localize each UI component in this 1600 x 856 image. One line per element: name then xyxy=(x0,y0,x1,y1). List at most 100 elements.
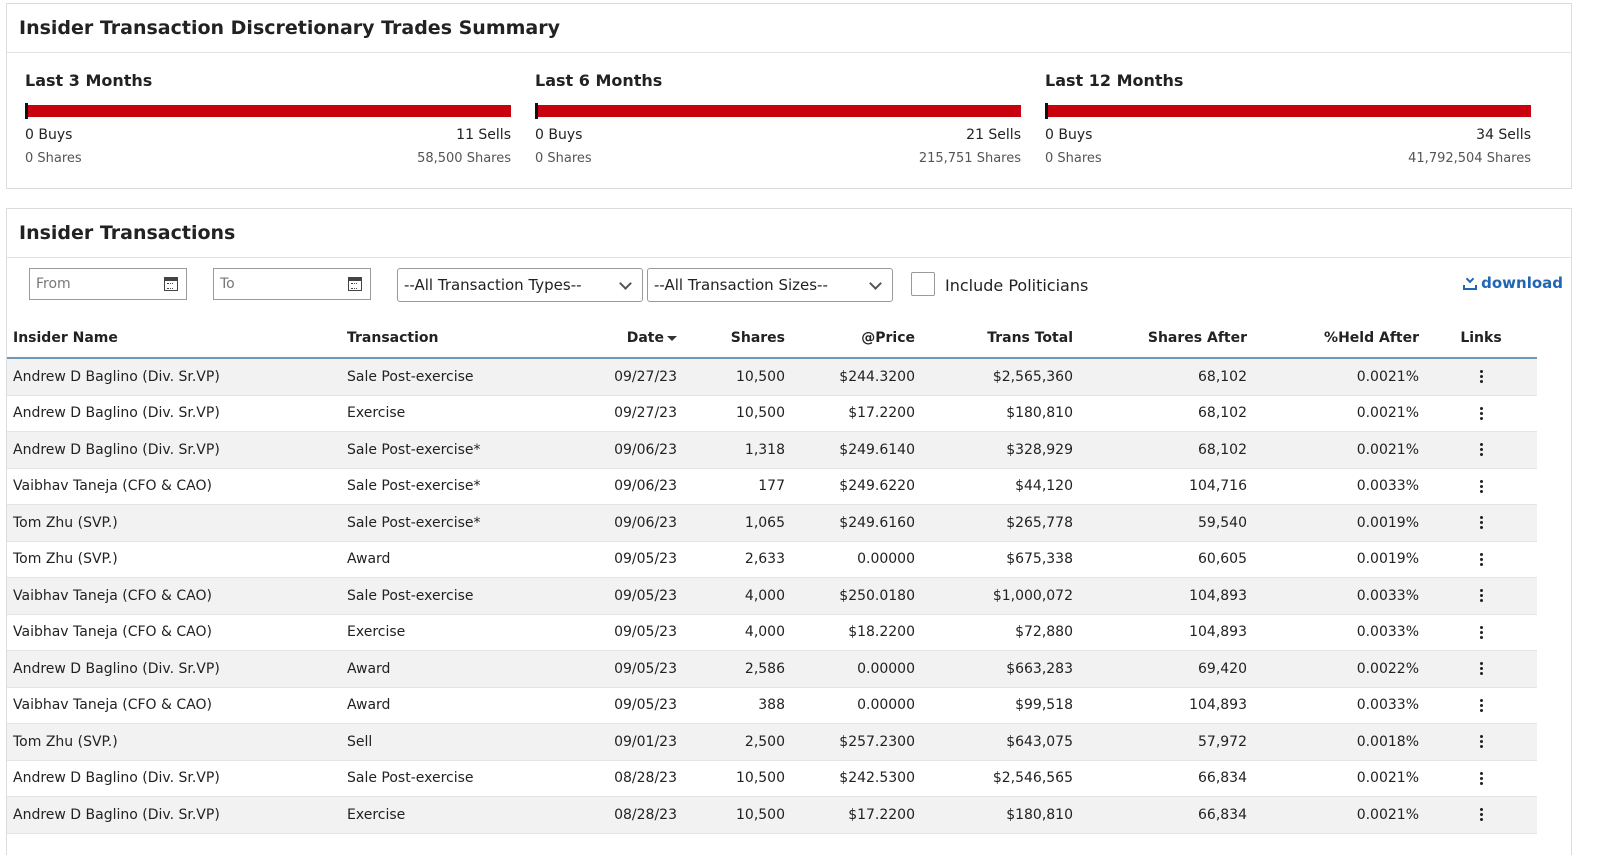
more-options-icon[interactable] xyxy=(1479,406,1483,420)
links-cell xyxy=(1425,541,1537,578)
buys-count: 0 Buys xyxy=(1045,127,1093,143)
table-row[interactable]: Andrew D Baglino (Div. Sr.VP) Sale Post-e… xyxy=(7,358,1537,396)
table-row[interactable]: Andrew D Baglino (Div. Sr.VP) Sale Post-e… xyxy=(7,760,1537,797)
buy-sell-bar xyxy=(535,103,1021,119)
insider-name-cell: Andrew D Baglino (Div. Sr.VP) xyxy=(7,395,341,432)
buys-count: 0 Buys xyxy=(25,127,73,143)
to-placeholder: To xyxy=(220,276,235,292)
more-options-icon[interactable] xyxy=(1479,771,1483,785)
download-link[interactable]: download xyxy=(1463,274,1563,292)
insider-name-cell: Vaibhav Taneja (CFO & CAO) xyxy=(7,577,341,615)
sell-bar-fill xyxy=(1045,105,1531,117)
trans-total-cell: $675,338 xyxy=(921,541,1079,578)
held-after-cell: 0.0021% xyxy=(1253,760,1425,797)
shares-cell: 10,500 xyxy=(683,395,791,432)
trans-total-cell: $180,810 xyxy=(921,395,1079,432)
date-cell: 09/05/23 xyxy=(553,541,683,578)
held-after-cell: 0.0022% xyxy=(1253,650,1425,688)
more-options-icon[interactable] xyxy=(1479,370,1483,384)
transaction-cell: Sale Post-exercise* xyxy=(341,468,553,505)
from-date-input[interactable]: From xyxy=(29,268,187,300)
col-price[interactable]: @Price xyxy=(791,319,921,359)
col-trans-total[interactable]: Trans Total xyxy=(921,319,1079,359)
transaction-cell: Exercise xyxy=(341,796,553,834)
more-options-icon[interactable] xyxy=(1479,516,1483,530)
more-options-icon[interactable] xyxy=(1479,625,1483,639)
table-row[interactable]: Andrew D Baglino (Div. Sr.VP) Sale Post-e… xyxy=(7,431,1537,469)
price-cell: $17.2200 xyxy=(791,395,921,432)
col-transaction[interactable]: Transaction xyxy=(341,319,553,359)
links-cell xyxy=(1425,504,1537,542)
transaction-cell: Sale Post-exercise xyxy=(341,577,553,615)
shares-after-cell: 104,893 xyxy=(1079,614,1253,651)
shares-after-cell: 60,605 xyxy=(1079,541,1253,578)
sell-bar-fill xyxy=(535,105,1021,117)
transaction-type-select[interactable]: --All Transaction Types-- xyxy=(397,268,643,302)
insider-name-cell: Andrew D Baglino (Div. Sr.VP) xyxy=(7,358,341,396)
held-after-cell: 0.0021% xyxy=(1253,395,1425,432)
table-row[interactable]: Andrew D Baglino (Div. Sr.VP) Award 09/05/… xyxy=(7,650,1537,688)
col-shares-after[interactable]: Shares After xyxy=(1079,319,1253,359)
table-row[interactable]: Tom Zhu (SVP.) Sale Post-exercise* 09/06/2… xyxy=(7,504,1537,542)
calendar-icon[interactable] xyxy=(164,277,178,291)
more-options-icon[interactable] xyxy=(1479,662,1483,676)
sells-count: 21 Sells xyxy=(966,127,1021,143)
shares-after-cell: 104,893 xyxy=(1079,687,1253,724)
col-insider-name[interactable]: Insider Name xyxy=(7,319,341,359)
table-row[interactable]: Vaibhav Taneja (CFO & CAO) Sale Post-exer… xyxy=(7,577,1537,615)
table-row[interactable]: Vaibhav Taneja (CFO & CAO) Sale Post-exer… xyxy=(7,468,1537,505)
date-cell: 09/27/23 xyxy=(553,358,683,396)
table-row[interactable]: Vaibhav Taneja (CFO & CAO) Exercise 09/05/… xyxy=(7,614,1537,651)
more-options-icon[interactable] xyxy=(1479,479,1483,493)
table-row[interactable]: Andrew D Baglino (Div. Sr.VP) Exercise 08/… xyxy=(7,796,1537,834)
table-header-row: Insider Name Transaction Date Shares @Pr… xyxy=(7,319,1537,359)
shares-after-cell: 104,716 xyxy=(1079,468,1253,505)
buy-sell-bar xyxy=(25,103,511,119)
insider-name-cell: Andrew D Baglino (Div. Sr.VP) xyxy=(7,796,341,834)
transaction-size-value: --All Transaction Sizes-- xyxy=(654,276,828,294)
links-cell xyxy=(1425,468,1537,505)
col-date[interactable]: Date xyxy=(553,319,683,359)
date-cell: 09/05/23 xyxy=(553,577,683,615)
more-options-icon[interactable] xyxy=(1479,589,1483,603)
insider-name-cell: Vaibhav Taneja (CFO & CAO) xyxy=(7,468,341,505)
trans-total-cell: $72,880 xyxy=(921,614,1079,651)
trans-total-cell: $44,120 xyxy=(921,468,1079,505)
include-politicians-checkbox[interactable] xyxy=(911,272,935,296)
col-held-after[interactable]: %Held After xyxy=(1253,319,1425,359)
more-options-icon[interactable] xyxy=(1479,808,1483,822)
transaction-cell: Sale Post-exercise xyxy=(341,358,553,396)
table-row[interactable]: Tom Zhu (SVP.) Award 09/05/23 2,633 0.00000 $… xyxy=(7,541,1537,578)
more-options-icon[interactable] xyxy=(1479,443,1483,457)
download-icon xyxy=(1463,276,1478,290)
table-row[interactable]: Tom Zhu (SVP.) Sell 09/01/23 2,500 $257.2300… xyxy=(7,723,1537,761)
transaction-size-select[interactable]: --All Transaction Sizes-- xyxy=(647,268,893,302)
chevron-down-icon xyxy=(869,276,882,290)
summary-title: Insider Transaction Discretionary Trades… xyxy=(7,4,1571,53)
links-cell xyxy=(1425,650,1537,688)
price-cell: 0.00000 xyxy=(791,687,921,724)
transaction-cell: Exercise xyxy=(341,395,553,432)
sell-shares: 41,792,504 Shares xyxy=(1408,151,1531,166)
held-after-cell: 0.0033% xyxy=(1253,577,1425,615)
more-options-icon[interactable] xyxy=(1479,698,1483,712)
insider-name-cell: Vaibhav Taneja (CFO & CAO) xyxy=(7,687,341,724)
buy-shares: 0 Shares xyxy=(25,151,82,166)
col-shares[interactable]: Shares xyxy=(683,319,791,359)
held-after-cell: 0.0019% xyxy=(1253,541,1425,578)
to-date-input[interactable]: To xyxy=(213,268,371,300)
date-cell: 09/06/23 xyxy=(553,504,683,542)
table-row[interactable]: Vaibhav Taneja (CFO & CAO) Award 09/05/23 3… xyxy=(7,687,1537,724)
date-cell: 09/06/23 xyxy=(553,431,683,469)
buy-bar-marker xyxy=(1045,103,1048,119)
more-options-icon[interactable] xyxy=(1479,552,1483,566)
links-cell xyxy=(1425,431,1537,469)
sell-bar-fill xyxy=(25,105,511,117)
calendar-icon[interactable] xyxy=(348,277,362,291)
buy-shares: 0 Shares xyxy=(535,151,592,166)
more-options-icon[interactable] xyxy=(1479,735,1483,749)
chevron-down-icon xyxy=(619,276,632,290)
period-title: Last 12 Months xyxy=(1045,71,1184,90)
insider-name-cell: Andrew D Baglino (Div. Sr.VP) xyxy=(7,431,341,469)
table-row[interactable]: Andrew D Baglino (Div. Sr.VP) Exercise 09/… xyxy=(7,395,1537,432)
